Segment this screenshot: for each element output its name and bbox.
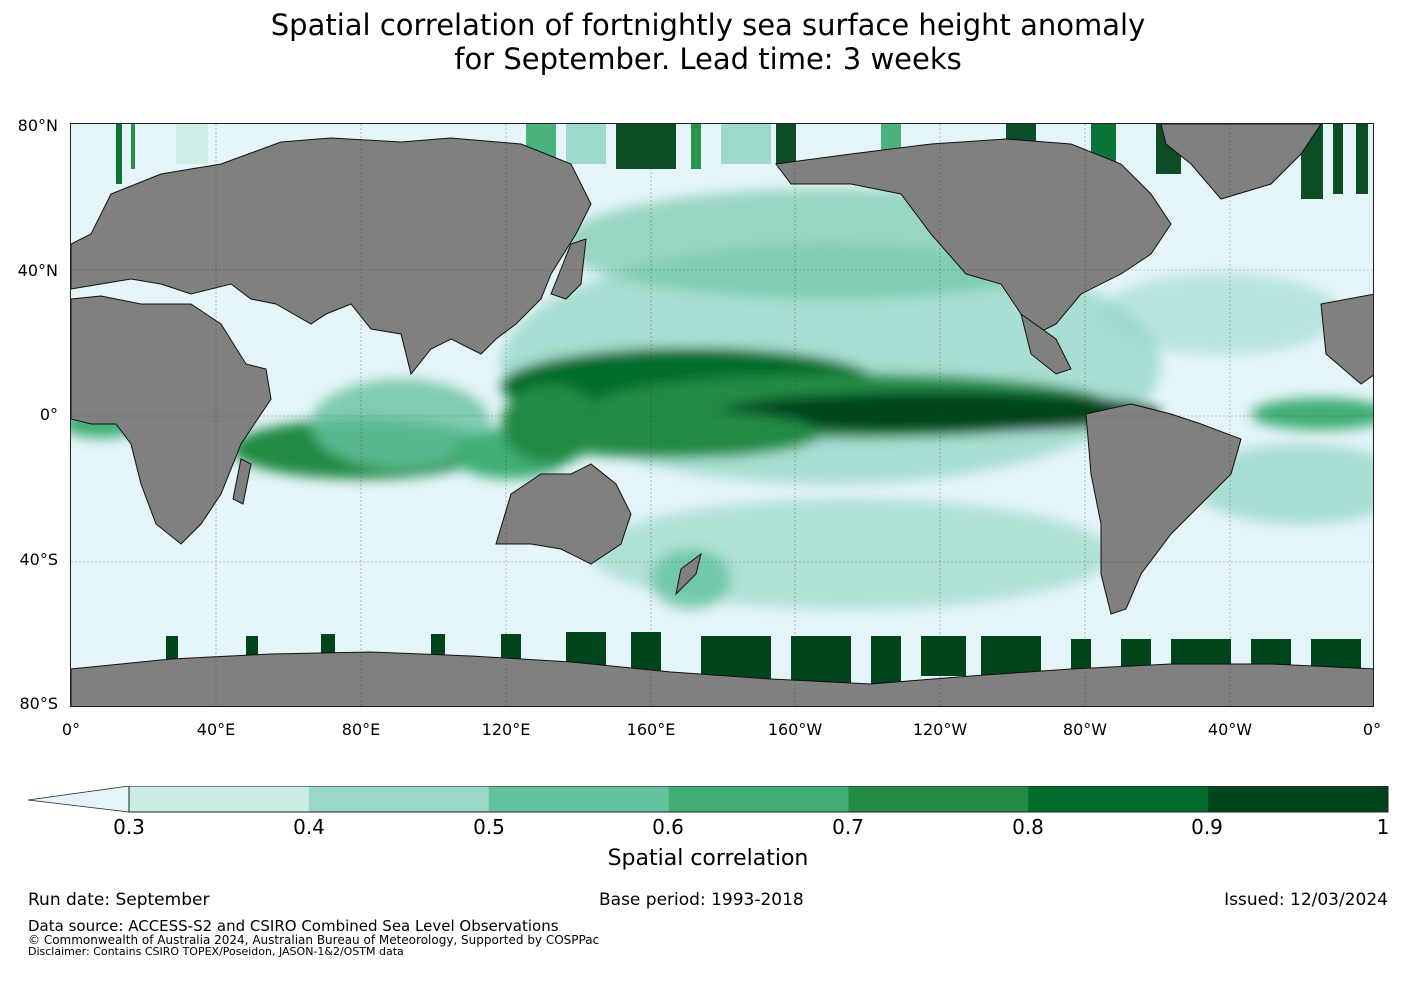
colorbar-border [128, 786, 1389, 813]
data-source: Data source: ACCESS-S2 and CSIRO Combine… [28, 917, 559, 935]
lon-label-40w: 40°W [1207, 720, 1253, 739]
lon-label-80e: 80°E [341, 720, 381, 739]
lon-label-40e: 40°E [196, 720, 236, 739]
colorbar-segment [848, 786, 1029, 812]
australia-land [495, 463, 632, 565]
colorbar-segment [129, 786, 310, 812]
colorbar-tick-0-9: 0.9 [1191, 815, 1223, 839]
disclaimer: Disclaimer: Contains CSIRO TOPEX/Poseido… [28, 945, 404, 958]
colorbar-segment [488, 786, 670, 812]
map-title: Spatial correlation of fortnightly sea s… [0, 8, 1416, 76]
colorbar-extend-triangle [28, 786, 130, 813]
issued-date: Issued: 12/03/2024 [1224, 890, 1388, 910]
lat-label-equator: 0° [39, 405, 58, 424]
colorbar-tick-0-7: 0.7 [832, 815, 864, 839]
lon-label-120e: 120°E [481, 720, 531, 739]
colorbar-tick-1: 1 [1376, 815, 1390, 839]
south-america-land [1085, 403, 1242, 615]
japan-land [550, 238, 587, 300]
colorbar-segment [1208, 786, 1389, 812]
new-zealand-land [675, 552, 702, 596]
lat-label-40s: 40°S [19, 550, 58, 569]
greenland-land [1160, 124, 1322, 200]
lon-label-160w: 160°W [767, 720, 823, 739]
colorbar-tick-0-4: 0.4 [293, 815, 325, 839]
central-america-land [1020, 312, 1072, 375]
map-svg [71, 124, 1373, 706]
madagascar-land [232, 458, 252, 505]
base-period: Base period: 1993-2018 [599, 890, 804, 910]
eurasia-land [71, 137, 592, 376]
colorbar-segment [308, 786, 490, 812]
colorbar-tick-0-5: 0.5 [473, 815, 505, 839]
colorbar-tick-0-8: 0.8 [1012, 815, 1044, 839]
lon-label-80w: 80°W [1062, 720, 1108, 739]
antarctica-land [71, 651, 1373, 706]
colorbar-segment [1028, 786, 1209, 812]
lat-label-80s: 80°S [19, 694, 58, 713]
lat-label-40n: 40°N [17, 261, 58, 280]
colorbar-tick-0-6: 0.6 [652, 815, 684, 839]
colorbar-segment [668, 786, 849, 812]
run-date: Run date: September [28, 890, 210, 910]
lon-label-160e: 160°E [626, 720, 676, 739]
land-masses [71, 124, 1373, 706]
africa-land [71, 295, 272, 545]
lon-label-120w: 120°W [912, 720, 968, 739]
title-line-1: Spatial correlation of fortnightly sea s… [270, 8, 1146, 42]
title-line-2: for September. Lead time: 3 weeks [454, 42, 962, 76]
copyright: © Commonwealth of Australia 2024, Austra… [28, 933, 600, 947]
colorbar-segments [129, 786, 1389, 812]
lon-label-0-right: 0° [1362, 720, 1382, 739]
correlation-map [70, 123, 1374, 707]
lat-label-80n: 80°N [17, 116, 58, 135]
lon-label-0-left: 0° [61, 720, 81, 739]
north-america-land [775, 138, 1172, 335]
colorbar [28, 786, 1389, 813]
west-africa-edge-land [1320, 293, 1373, 385]
graticule [71, 124, 1373, 706]
colorbar-tick-0-3: 0.3 [113, 815, 145, 839]
colorbar-label: Spatial correlation [607, 846, 809, 871]
